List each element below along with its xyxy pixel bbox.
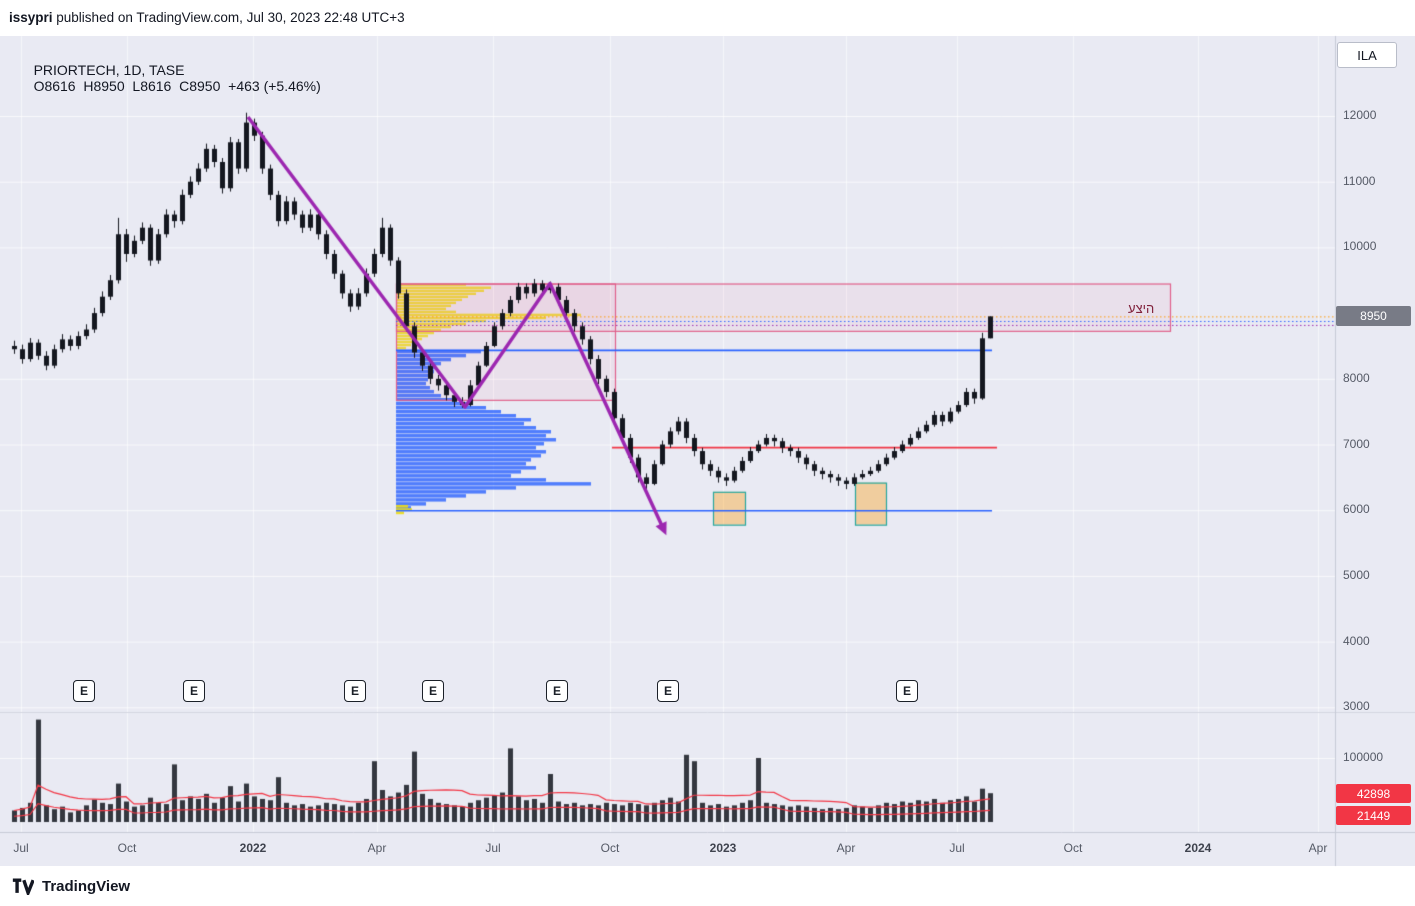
last-price-badge: 8950 (1336, 306, 1411, 326)
price-axis-label: 5000 (1343, 567, 1370, 582)
price-axis-label: 8000 (1343, 370, 1370, 385)
time-axis-label: 2022 (239, 841, 267, 855)
ohlc-values: O8616 H8950 L8616 C8950 +463 (+5.46%) (33, 78, 321, 94)
supply-zone-label[interactable]: היצע (1128, 301, 1155, 316)
time-axis-label: 2023 (709, 841, 737, 855)
time-axis-label: Oct (1063, 841, 1083, 855)
volume-ma-badge-2: 21449 (1336, 806, 1411, 825)
time-axis-label: Jul (13, 841, 29, 855)
time-axis-label: Apr (367, 841, 387, 855)
symbol-badge-button[interactable]: ILA (1337, 42, 1397, 68)
earnings-marker[interactable]: E (896, 680, 918, 702)
earnings-marker[interactable]: E (422, 680, 444, 702)
chart-legend[interactable]: PRIORTECH, 1D, TASE O8616 H8950 L8616 C8… (18, 46, 321, 110)
price-axis-label: 3000 (1343, 699, 1370, 714)
earnings-marker[interactable]: E (73, 680, 95, 702)
time-axis-label: Jul (949, 841, 965, 855)
price-axis-label: 10000 (1343, 239, 1377, 254)
time-axis-label: Oct (600, 841, 620, 855)
earnings-marker[interactable]: E (344, 680, 366, 702)
time-axis[interactable] (0, 832, 1335, 866)
earnings-marker[interactable]: E (546, 680, 568, 702)
price-axis-label: 4000 (1343, 633, 1370, 648)
time-axis-label: Apr (836, 841, 856, 855)
earnings-marker[interactable]: E (183, 680, 205, 702)
volume-ma-badge-1: 42898 (1336, 784, 1411, 803)
price-axis-label: 12000 (1343, 108, 1377, 122)
time-axis-label: Apr (1308, 841, 1328, 855)
earnings-marker[interactable]: E (657, 680, 679, 702)
time-axis-label: Jul (485, 841, 501, 855)
price-axis-label: 11000 (1343, 173, 1376, 188)
time-axis-label: Oct (117, 841, 137, 855)
price-axis-label: 7000 (1343, 436, 1370, 451)
price-axis-label: 6000 (1343, 502, 1370, 517)
symbol-title[interactable]: PRIORTECH, 1D, TASE (33, 62, 185, 78)
time-axis-label: 2024 (1184, 841, 1212, 855)
volume-axis-label: 100000 (1343, 750, 1384, 764)
